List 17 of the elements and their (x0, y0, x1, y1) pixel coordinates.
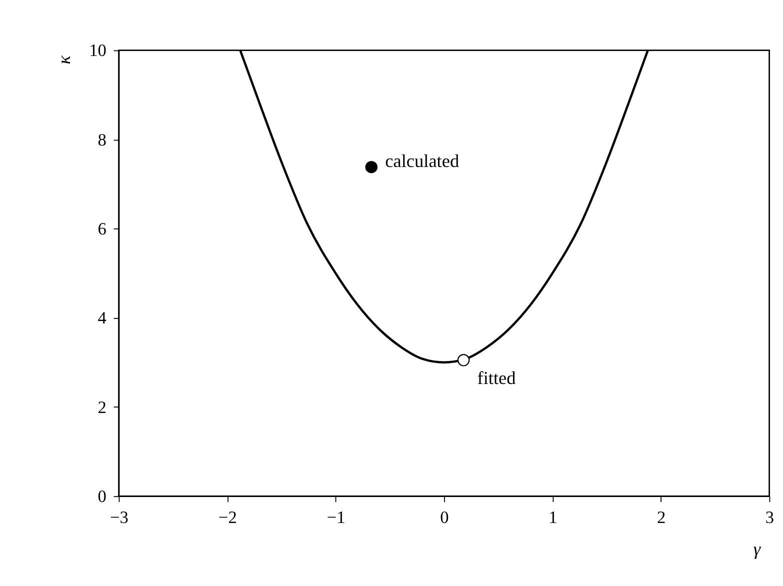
x-tick-label: −1 (326, 508, 346, 528)
annotation: fitted (477, 368, 516, 388)
y-tick-label: 8 (98, 130, 107, 150)
x-tick-label: −3 (110, 508, 128, 528)
y-axis-title: κ (54, 55, 74, 64)
y-tick-label: 6 (98, 220, 107, 239)
y-tick-label: 10 (89, 41, 107, 60)
y-tick-label: 0 (98, 487, 107, 506)
x-tick-label: 2 (656, 508, 666, 528)
x-tick-label: −2 (218, 508, 237, 528)
x-tick-label: 1 (548, 508, 558, 528)
y-tick-label: 4 (98, 308, 107, 328)
y-tick-label: 2 (98, 398, 106, 417)
annotation: calculated (385, 151, 460, 172)
x-tick-label: 0 (440, 508, 450, 528)
x-tick-label: 3 (765, 508, 774, 528)
x-axis-title: γ (753, 539, 762, 560)
